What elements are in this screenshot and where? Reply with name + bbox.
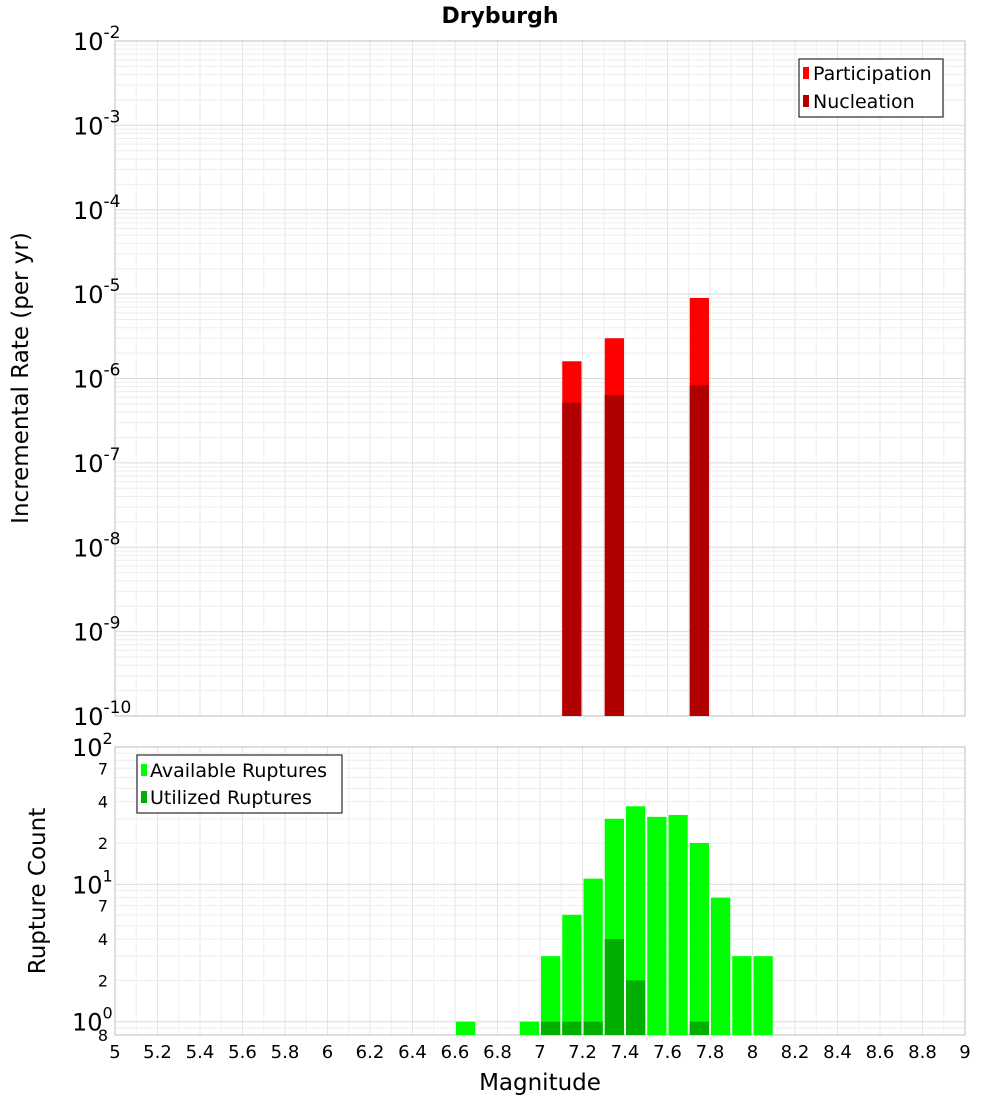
chart-title: Dryburgh <box>441 4 558 29</box>
x-tick-label: 7.8 <box>696 1042 725 1063</box>
top-y-tick-label: 10-6 <box>73 361 121 394</box>
bottom-bar-available-ruptures <box>711 897 731 1035</box>
x-tick-label: 9 <box>959 1042 970 1063</box>
top-y-tick-label: 10-2 <box>73 23 121 56</box>
top-y-axis-label: Incremental Rate (per yr) <box>8 232 34 524</box>
bottom-bar-available-ruptures <box>753 956 773 1035</box>
top-bar-nucleation <box>604 394 624 716</box>
bottom-y-tick-label: 8 <box>98 1026 108 1045</box>
top-bar-nucleation <box>562 402 582 716</box>
legend-swatch-participation <box>803 67 809 79</box>
bottom-legend-box <box>136 754 343 814</box>
legend-swatch-utilized-ruptures <box>141 791 147 803</box>
x-tick-label: 7.4 <box>611 1042 640 1063</box>
x-tick-label: 5 <box>109 1042 120 1063</box>
x-tick-label: 5.6 <box>228 1042 257 1063</box>
bottom-y-tick-label: 4 <box>98 793 108 812</box>
x-tick-label: 6 <box>322 1042 333 1063</box>
x-tick-label: 5.2 <box>143 1042 172 1063</box>
bottom-bar-available-ruptures <box>583 878 603 1035</box>
bottom-y-tick-label: 7 <box>98 897 108 916</box>
x-tick-label: 8 <box>747 1042 758 1063</box>
bottom-bar-available-ruptures <box>562 914 582 1035</box>
legend-label-utilized-ruptures: Utilized Ruptures <box>150 787 312 809</box>
bottom-plot-frame <box>114 746 966 1036</box>
bottom-bar-available-ruptures <box>689 843 709 1035</box>
bottom-bar-utilized-ruptures <box>604 939 624 1035</box>
top-y-tick-label: 10-8 <box>73 529 121 562</box>
bottom-bar-available-ruptures <box>626 806 646 1035</box>
legend-label-participation: Participation <box>813 63 932 85</box>
top-y-tick-label: 10-10 <box>73 698 131 731</box>
x-tick-labels: 5 5.2 5.4 5.6 5.8 6 6.2 6.4 6.6 6.8 7 7.2 7.4 7.6 7.8 8… <box>109 1042 970 1063</box>
x-tick-label: 8.6 <box>866 1042 895 1063</box>
top-y-tick-label: 10-5 <box>73 276 121 309</box>
top-y-tick-label: 10-7 <box>73 445 121 478</box>
bottom-bar-utilized-ruptures <box>583 1021 603 1035</box>
bottom-y-tick-label: 2 <box>98 834 108 853</box>
x-tick-label: 7.6 <box>653 1042 682 1063</box>
top-plot-frame <box>114 40 966 717</box>
bottom-y-tick-label: 101 <box>72 866 113 899</box>
top-plot-bars <box>562 297 709 716</box>
x-tick-label: 6.8 <box>483 1042 512 1063</box>
x-tick-label: 7.2 <box>568 1042 597 1063</box>
x-axis-label: Magnitude <box>479 1070 601 1096</box>
top-legend-box <box>798 58 944 118</box>
bottom-bar-available-ruptures <box>668 814 688 1035</box>
legend-swatch-available-ruptures <box>141 764 147 776</box>
x-tick-label: 8.2 <box>781 1042 810 1063</box>
bottom-bar-available-ruptures <box>456 1021 476 1035</box>
x-tick-label: 7 <box>534 1042 545 1063</box>
bottom-y-tick-label: 7 <box>98 759 108 778</box>
bottom-bar-available-ruptures <box>647 816 667 1035</box>
top-plot-gridlines <box>115 41 965 716</box>
x-tick-label: 8.8 <box>908 1042 937 1063</box>
bottom-plot-bars <box>456 806 773 1035</box>
top-bar-nucleation <box>689 385 709 716</box>
x-tick-label: 8.4 <box>823 1042 852 1063</box>
top-y-tick-label: 10-3 <box>73 107 121 140</box>
bottom-y-tick-label: 102 <box>72 729 113 762</box>
top-y-tick-label: 10-9 <box>73 614 121 647</box>
bottom-plot-gridlines <box>115 747 965 1035</box>
bottom-y-axis-label: Rupture Count <box>25 808 51 974</box>
x-tick-label: 6.4 <box>398 1042 427 1063</box>
bottom-legend: Available Ruptures Utilized Ruptures <box>136 754 343 814</box>
bottom-bar-available-ruptures <box>541 956 561 1035</box>
bottom-bar-available-ruptures <box>732 956 752 1035</box>
top-y-tick-label: 10-4 <box>73 192 121 225</box>
top-legend: Participation Nucleation <box>798 58 944 118</box>
x-tick-label: 5.4 <box>186 1042 215 1063</box>
legend-label-available-ruptures: Available Ruptures <box>150 760 327 782</box>
bottom-bar-utilized-ruptures <box>626 980 646 1035</box>
legend-swatch-nucleation <box>803 95 809 107</box>
x-tick-label: 5.8 <box>271 1042 300 1063</box>
bottom-y-tick-label: 4 <box>98 930 108 949</box>
bottom-bar-utilized-ruptures <box>562 1021 582 1035</box>
x-tick-label: 6.6 <box>441 1042 470 1063</box>
legend-label-nucleation: Nucleation <box>813 91 915 113</box>
bottom-y-tick-label: 2 <box>98 971 108 990</box>
bottom-bar-utilized-ruptures <box>541 1021 561 1035</box>
bottom-bar-available-ruptures <box>519 1021 539 1035</box>
bottom-bar-utilized-ruptures <box>689 1021 709 1035</box>
x-tick-label: 6.2 <box>356 1042 385 1063</box>
